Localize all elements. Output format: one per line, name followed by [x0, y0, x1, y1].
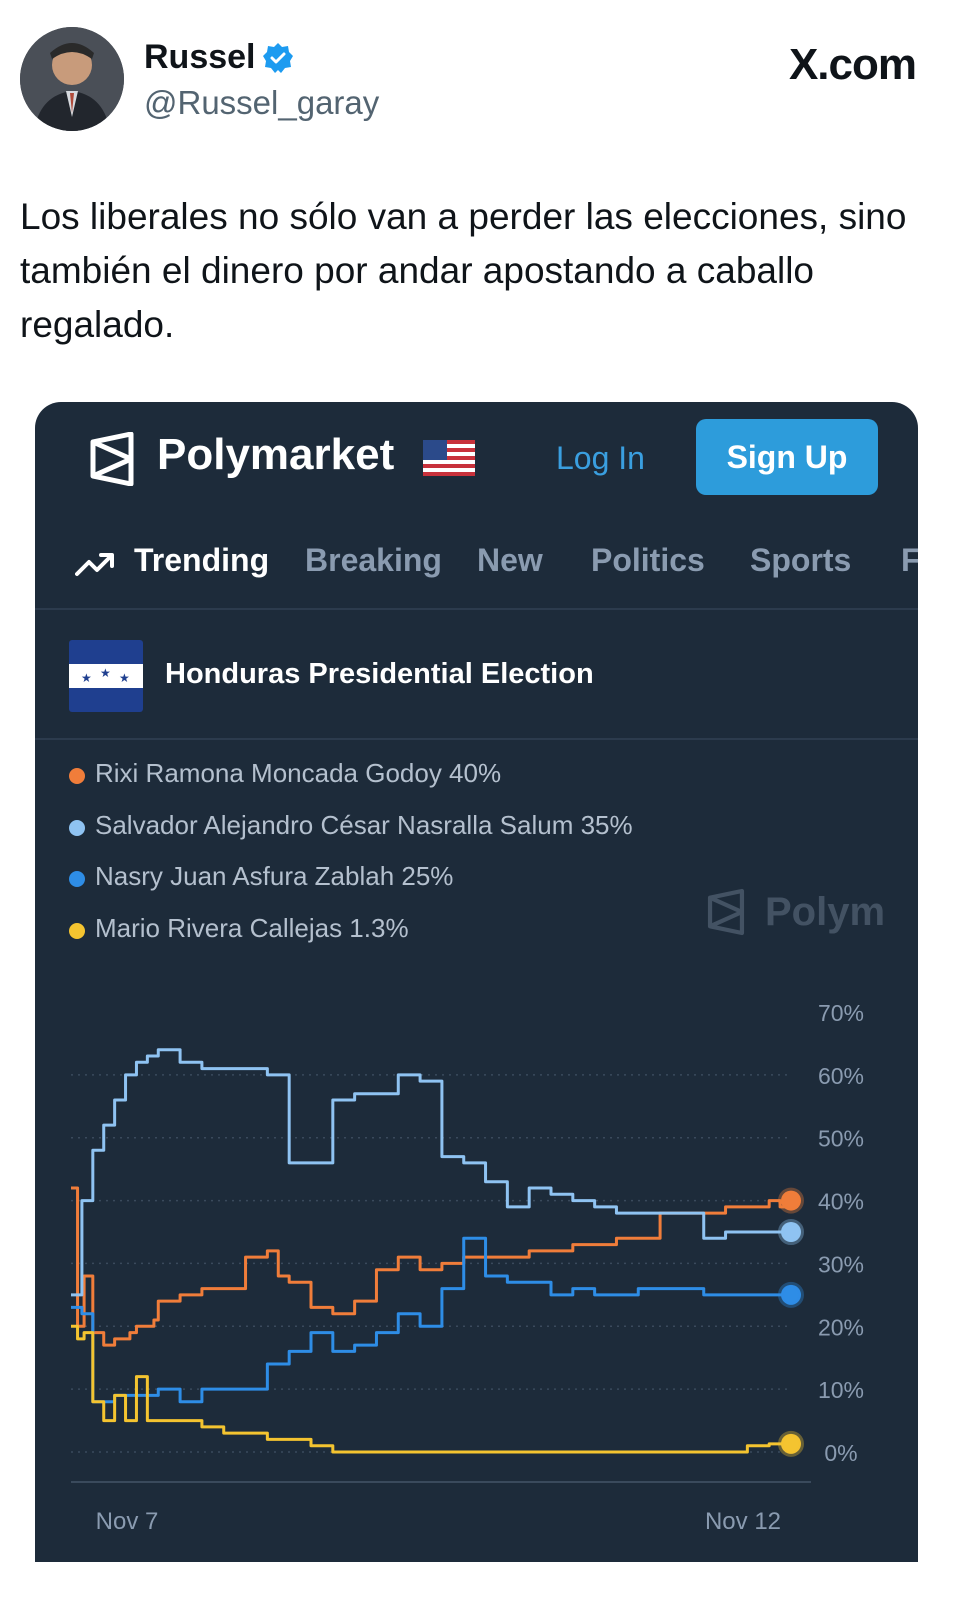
nav-divider [35, 608, 918, 610]
polymarket-screenshot: Polymarket Log In Sign Up Trending Break… [35, 402, 918, 1562]
series-endpoint [778, 1430, 804, 1457]
tab-new[interactable]: New [477, 542, 543, 578]
x-tick-label: Nov 7 [96, 1508, 159, 1535]
legend-label: Nasry Juan Asfura Zablah 25% [95, 861, 454, 891]
category-nav: Trending Breaking New Politics Sports F [35, 532, 918, 610]
svg-text:★: ★ [81, 671, 92, 685]
series-line [71, 1324, 791, 1454]
tab-trending[interactable]: Trending [134, 542, 270, 578]
author-handle[interactable]: @Russel_garay [144, 84, 380, 121]
tab-sports[interactable]: Sports [750, 542, 852, 578]
svg-text:★: ★ [119, 671, 130, 685]
series-endpoint [778, 1219, 804, 1245]
legend-label: Salvador Alejandro César Nasralla Salum … [95, 809, 633, 840]
series-line [71, 1186, 793, 1347]
signup-button[interactable]: Sign Up [696, 419, 878, 495]
y-tick-label: 0% [824, 1440, 857, 1466]
series-endpoint [778, 1281, 804, 1308]
y-tick-label: 60% [818, 1063, 864, 1089]
tab-breaking[interactable]: Breaking [305, 542, 442, 578]
legend-dot [69, 819, 85, 836]
polymarket-logo-icon [90, 432, 134, 486]
title-divider [35, 738, 918, 740]
market-title[interactable]: Honduras Presidential Election [165, 658, 594, 690]
legend-dot [69, 768, 85, 784]
price-history-chart[interactable]: 70% 60% 50% 40% 30% 20% 10% 0% Nov 7 Nov 12 [35, 992, 918, 1562]
tweet-header: Russel @Russel_garay X.com [0, 0, 972, 150]
tab-politics[interactable]: Politics [591, 542, 705, 578]
trending-up-icon [75, 553, 114, 576]
us-flag-icon[interactable] [423, 440, 475, 476]
honduras-flag-icon: ★ ★ ★ [69, 640, 143, 712]
y-tick-label: 30% [818, 1251, 864, 1277]
watermark-text: Polym [765, 890, 886, 934]
series-endpoint [778, 1187, 804, 1214]
tab-more[interactable]: F [901, 542, 918, 578]
x-tick-label: Nov 12 [705, 1508, 781, 1535]
author-name[interactable]: Russel [144, 38, 256, 76]
legend-dot [69, 922, 85, 939]
y-tick-label: 20% [818, 1314, 864, 1340]
y-tick-label: 70% [818, 1000, 864, 1026]
login-link[interactable]: Log In [556, 440, 645, 476]
polymarket-watermark: Polym [705, 888, 918, 938]
watermark-logo-icon [707, 888, 745, 936]
verified-badge-icon [263, 43, 293, 73]
y-tick-label: 10% [818, 1377, 864, 1403]
y-tick-label: 50% [818, 1126, 864, 1152]
y-tick-label: 40% [818, 1189, 864, 1215]
legend-label: Rixi Ramona Moncada Godoy 40% [95, 758, 502, 788]
series-line [71, 1236, 791, 1404]
legend-dot [69, 871, 85, 887]
polymarket-brand[interactable]: Polymarket [157, 430, 395, 479]
avatar[interactable] [20, 27, 124, 131]
series-line [71, 1048, 791, 1297]
site-mark: X.com [788, 40, 917, 89]
svg-text:★: ★ [100, 666, 111, 680]
legend-label: Mario Rivera Callejas 1.3% [95, 912, 409, 943]
tweet-text: Los liberales no sólo van a perder las e… [20, 196, 907, 345]
